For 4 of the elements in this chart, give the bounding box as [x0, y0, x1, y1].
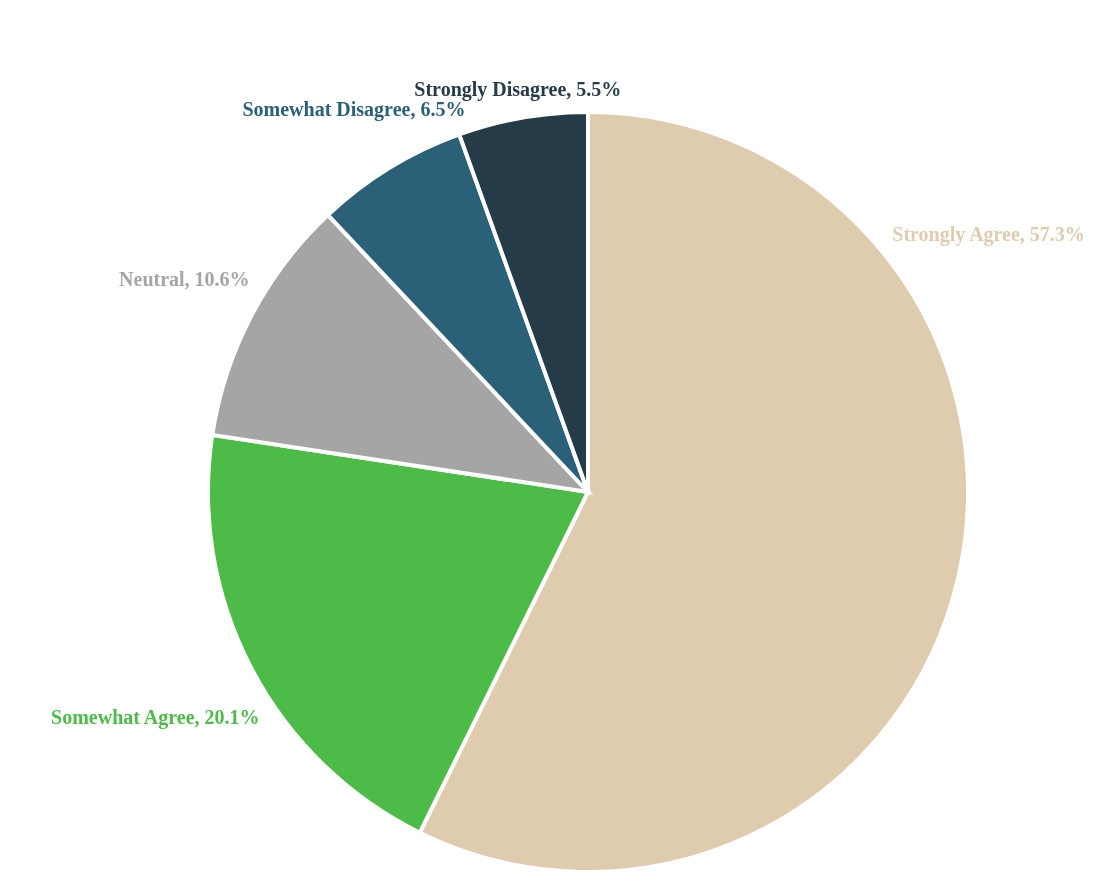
slice-label: Strongly Agree, 57.3% [892, 222, 1085, 246]
slice-label: Strongly Disagree, 5.5% [414, 78, 622, 102]
slice-label: Somewhat Agree, 20.1% [51, 705, 260, 729]
slice-label: Neutral, 10.6% [119, 267, 250, 290]
